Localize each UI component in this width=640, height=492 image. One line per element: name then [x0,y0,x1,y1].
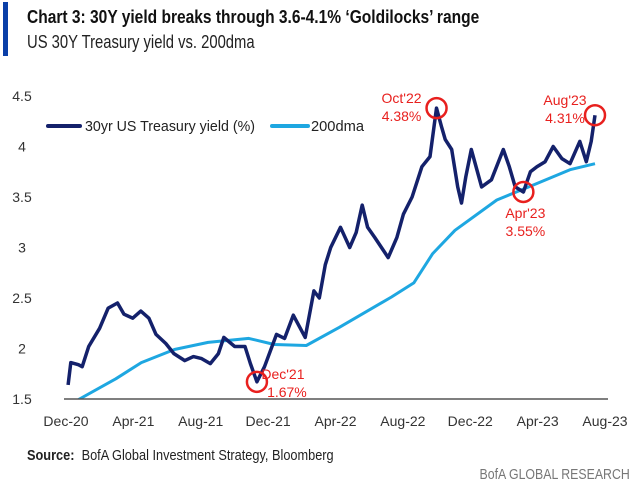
chart-title: Chart 3: 30Y yield breaks through 3.6-4.… [27,6,480,27]
annotation-label: Aug'23 [543,92,586,108]
annotation-value: 1.67% [267,384,307,400]
annotation-value: 3.55% [506,223,546,239]
y-tick-label: 1.5 [12,391,32,407]
annotation-circle [245,370,269,394]
annotation-value: 4.31% [545,110,585,126]
source-note: Source: BofA Global Investment Strategy,… [27,447,334,464]
x-tick-label: Apr-21 [112,413,154,429]
annotation-label: Apr'23 [505,205,545,221]
series-line-yield [66,106,597,386]
y-tick-label: 3.5 [12,189,32,205]
source-label: Source: [27,447,75,464]
x-tick-label: Dec-21 [246,413,291,429]
x-tick-label: Aug-22 [380,413,425,429]
annotation-circle [512,180,535,204]
x-tick-label: Apr-23 [517,413,559,429]
x-tick-label: Apr-22 [314,413,356,429]
x-tick-label: Dec-20 [43,413,88,429]
title-accent-bar [3,2,8,56]
chart-subtitle: US 30Y Treasury yield vs. 200dma [27,31,255,52]
legend-label: 30yr US Treasury yield (%) [85,118,255,135]
annotation-label: Oct'22 [382,90,422,106]
x-tick-label: Aug-23 [582,413,627,429]
annotation-value: 4.38% [382,108,422,124]
chart-plot: 1.5 2 2.5 3 3.5 4 4.5 Dec-20 Apr-21 Aug-21 Dec-21 A… [12,88,628,429]
x-tick-label: Aug-21 [178,413,223,429]
y-tick-label: 2.5 [12,290,32,306]
source-text: BofA Global Investment Strategy, Bloombe… [81,447,334,464]
annotation-circle [425,96,448,120]
brand-footer: BofA GLOBAL RESEARCH [479,467,630,483]
x-tick-label: Dec-22 [448,413,493,429]
y-tick-label: 4.5 [12,88,32,104]
y-tick-label: 2 [18,341,26,357]
y-tick-label: 4 [18,139,26,155]
annotation-label: Dec'21 [261,366,304,382]
annotation-circle [583,103,607,127]
legend-label: 200dma [311,118,365,135]
series-line-200dma [76,162,596,399]
y-tick-label: 3 [18,240,26,256]
